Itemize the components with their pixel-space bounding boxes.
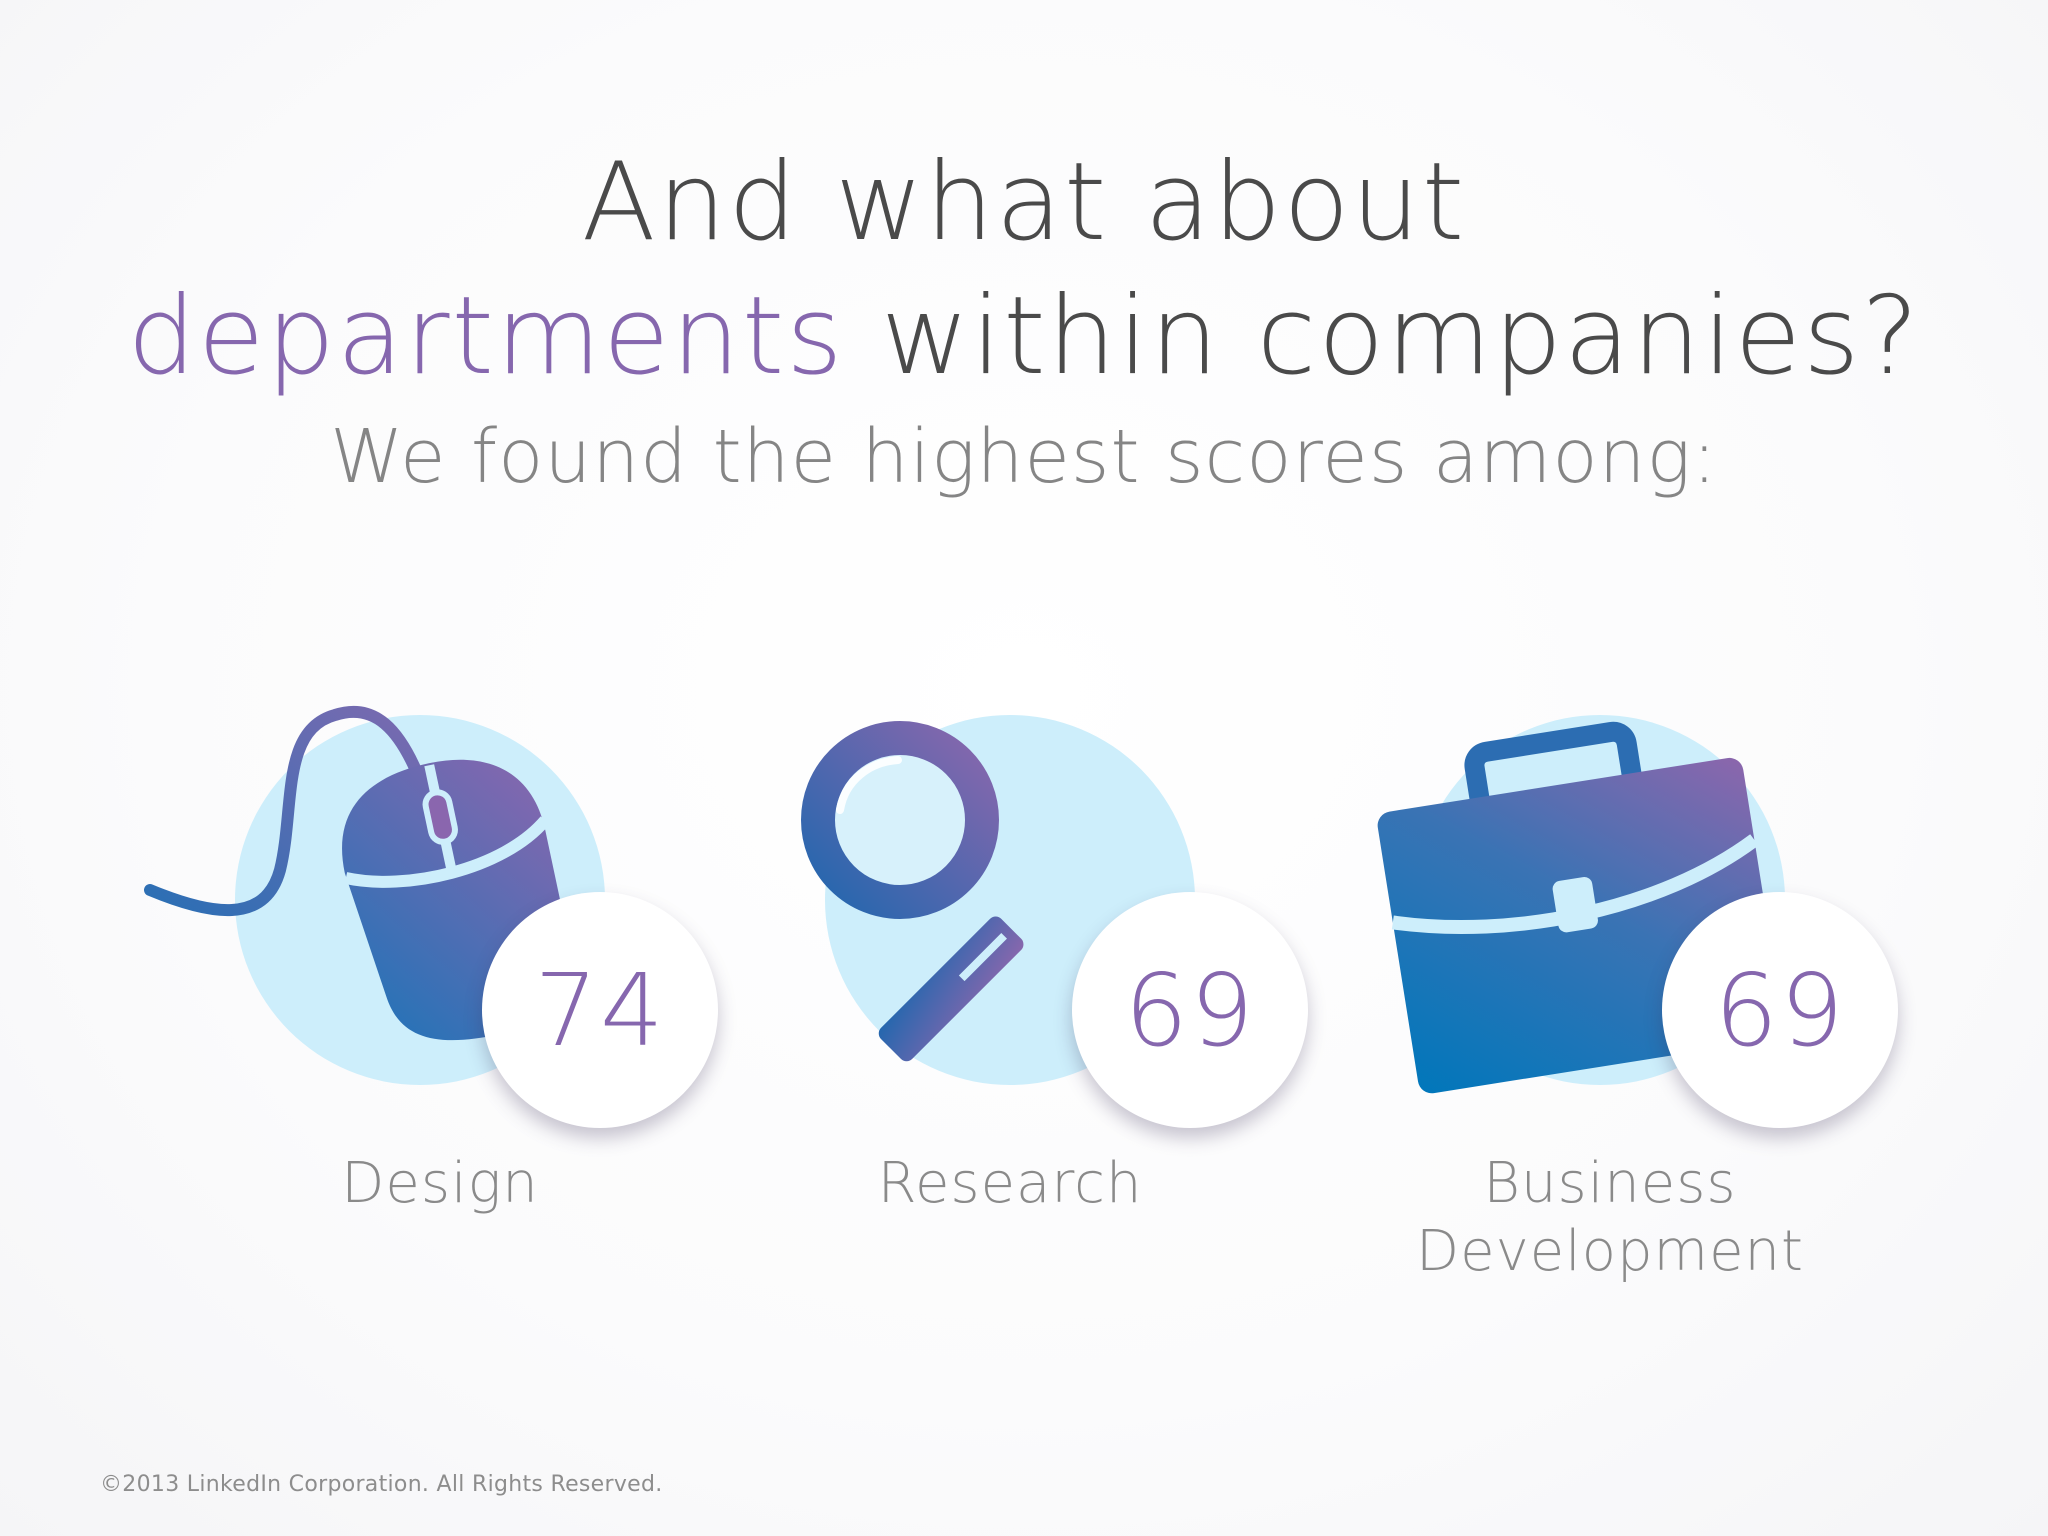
headline-accent-word: departments [127,274,845,399]
department-label-line-2: Development [1416,1219,1804,1284]
department-label: Business Development [1390,1150,1830,1286]
score-badge: 69 [1662,892,1898,1128]
copyright-footer: ©2013 LinkedIn Corporation. All Rights R… [100,1472,663,1497]
department-label: Design [341,1151,539,1216]
department-business-development: 69 Business Development [1310,690,1950,1390]
department-label-line-1: Business [1483,1151,1737,1216]
score-badge: 69 [1072,892,1308,1128]
subheadline: We found the highest scores among: [330,414,1718,500]
department-research: 69 Research [720,690,1360,1390]
department-label: Research [877,1151,1143,1216]
headline-line-2-rest: within companies? [844,274,1921,399]
headline-line-2: departments within companies? [0,272,2048,402]
score-badge: 74 [482,892,718,1128]
headline-line-1: And what about [581,140,1467,265]
department-design: 74 Design [130,690,770,1390]
